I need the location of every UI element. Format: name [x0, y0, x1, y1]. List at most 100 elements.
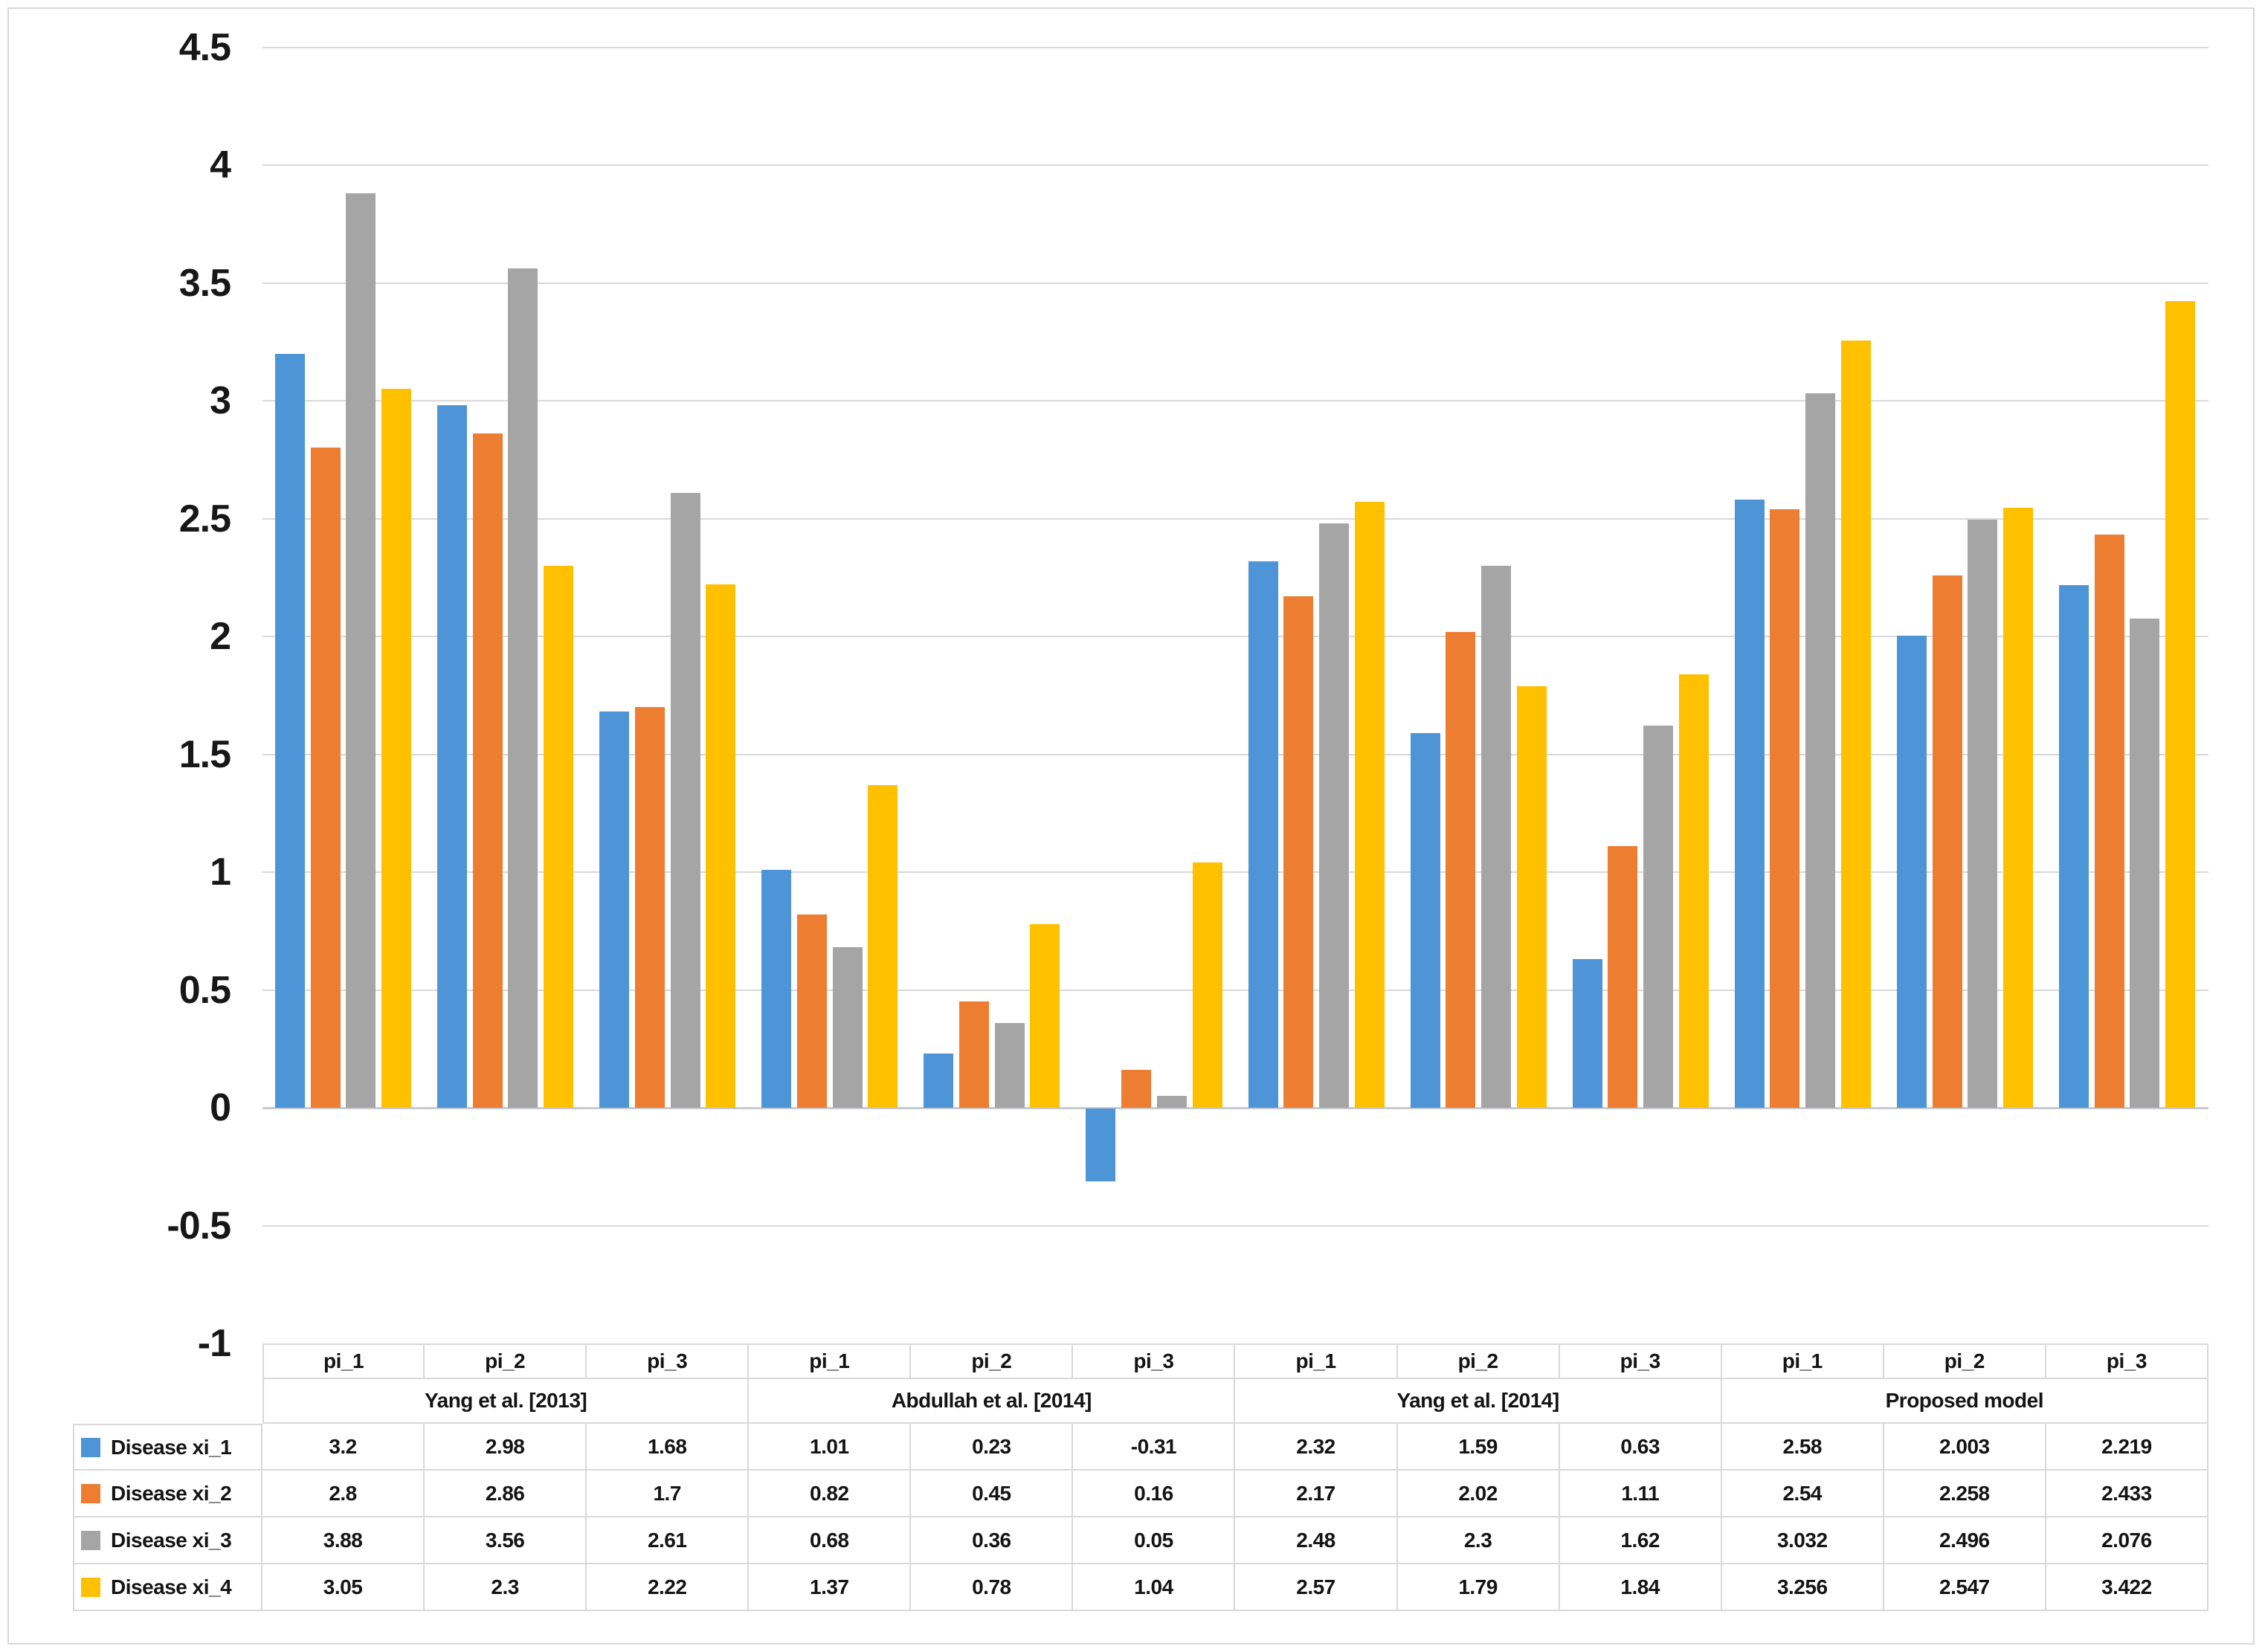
bar [346, 193, 376, 1108]
value-cell: 2.076 [2046, 1517, 2208, 1564]
legend-cell: Disease xi_2 [73, 1471, 262, 1517]
value-cell: 2.02 [1397, 1471, 1560, 1517]
value-cell: 2.433 [2046, 1471, 2208, 1517]
legend-label: Disease xi_4 [111, 1575, 232, 1598]
gridline [262, 1225, 2208, 1227]
value-cell: 0.36 [911, 1517, 1074, 1564]
gridline [262, 989, 2208, 991]
y-axis-label: 1.5 [178, 732, 231, 776]
value-cell: 3.88 [262, 1517, 425, 1564]
value-cell: 3.256 [1721, 1564, 1884, 1611]
y-axis-label: 4.5 [178, 25, 231, 69]
pi-header-cell: pi_1 [1721, 1343, 1884, 1379]
value-cell: 2.3 [1397, 1517, 1560, 1564]
pi-header-cell: pi_1 [1235, 1343, 1398, 1379]
table-spacer [73, 1343, 262, 1379]
legend-label: Disease xi_2 [111, 1481, 232, 1505]
bar [1318, 523, 1349, 1108]
bar [1086, 1109, 1116, 1182]
pi-header-cell: pi_2 [425, 1343, 587, 1379]
value-cell: 2.003 [1884, 1424, 2046, 1471]
bar [1678, 674, 1709, 1108]
value-cell: 2.86 [425, 1471, 587, 1517]
y-axis-label: 1 [210, 851, 231, 894]
bar [1248, 561, 1278, 1108]
bar [2130, 618, 2160, 1108]
value-cell: 2.496 [1884, 1517, 2046, 1564]
pi-header-cell: pi_3 [587, 1343, 750, 1379]
value-cell: 3.2 [262, 1424, 425, 1471]
value-cell: 0.68 [749, 1517, 912, 1564]
legend-label: Disease xi_3 [111, 1528, 232, 1552]
y-axis-label: -0.5 [167, 1204, 231, 1248]
pi-header-cell: pi_3 [1559, 1343, 1722, 1379]
bar [1121, 1070, 1152, 1108]
group-header-cell: Abdullah et al. [2014] [749, 1379, 1236, 1424]
bar [437, 405, 468, 1108]
value-cell: 0.05 [1073, 1517, 1236, 1564]
bar [1030, 923, 1060, 1108]
legend-swatch [81, 1577, 100, 1597]
group-header-cell: Yang et al. [2013] [262, 1379, 750, 1424]
pi-header-cell: pi_3 [1073, 1343, 1236, 1379]
legend-swatch [81, 1530, 100, 1550]
legend-cell: Disease xi_1 [73, 1424, 262, 1471]
bar [1283, 596, 1314, 1108]
bar [1770, 509, 1800, 1108]
value-cell: 1.84 [1559, 1564, 1722, 1611]
legend-label: Disease xi_1 [111, 1435, 232, 1459]
bar [2002, 507, 2033, 1108]
value-cell: 2.17 [1235, 1471, 1398, 1517]
bar [1156, 1096, 1187, 1108]
pi-header-cell: pi_2 [1884, 1343, 2046, 1379]
gridline [262, 636, 2208, 637]
legend-swatch [81, 1437, 100, 1457]
bar [1354, 502, 1385, 1108]
value-cell: 2.258 [1884, 1471, 2046, 1517]
gridline [262, 517, 2208, 520]
gridline [262, 46, 2208, 48]
legend-cell: Disease xi_4 [73, 1564, 262, 1611]
value-cell: 1.37 [749, 1564, 912, 1611]
value-cell: 2.48 [1235, 1517, 1398, 1564]
bar [1608, 846, 1638, 1108]
bar [634, 707, 665, 1108]
bar [1932, 575, 1962, 1108]
value-cell: 1.11 [1559, 1471, 1722, 1517]
value-cell: 2.57 [1235, 1564, 1398, 1611]
value-cell: 1.04 [1073, 1564, 1236, 1611]
bar [1192, 862, 1222, 1108]
bar [2094, 534, 2124, 1108]
value-cell: 0.78 [911, 1564, 1074, 1611]
legend-swatch [81, 1483, 100, 1503]
value-cell: 2.61 [587, 1517, 750, 1564]
bar [1572, 959, 1602, 1108]
group-header-cell: Proposed model [1721, 1379, 2208, 1424]
bar [761, 869, 792, 1108]
bar [1643, 726, 1674, 1108]
value-cell: 2.3 [425, 1564, 587, 1611]
bar [994, 1022, 1025, 1108]
bar [832, 947, 863, 1108]
value-cell: 2.54 [1721, 1471, 1884, 1517]
y-axis-label: 2.5 [178, 497, 231, 541]
bar [1968, 519, 1998, 1108]
bar [1446, 631, 1476, 1108]
bar [275, 353, 305, 1108]
gridline [262, 282, 2208, 284]
bar [2058, 584, 2089, 1108]
y-axis-label: 4 [210, 143, 231, 187]
bar [924, 1054, 954, 1108]
bar [670, 492, 700, 1108]
zero-gridline [262, 1106, 2208, 1109]
bar [472, 433, 503, 1108]
value-cell: 0.82 [749, 1471, 912, 1517]
value-cell: 3.422 [2046, 1564, 2208, 1611]
value-cell: 0.23 [911, 1424, 1074, 1471]
value-cell: 2.58 [1721, 1424, 1884, 1471]
bar [1480, 565, 1511, 1108]
legend-cell: Disease xi_3 [73, 1517, 262, 1564]
value-cell: 2.8 [262, 1471, 425, 1517]
